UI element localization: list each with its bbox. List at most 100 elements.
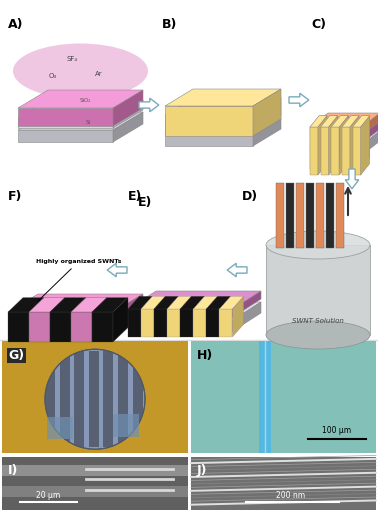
Polygon shape bbox=[206, 296, 217, 337]
Polygon shape bbox=[18, 90, 143, 108]
Polygon shape bbox=[92, 297, 128, 312]
Text: Ar: Ar bbox=[94, 71, 102, 77]
Polygon shape bbox=[128, 291, 261, 309]
Text: D): D) bbox=[242, 190, 258, 203]
Polygon shape bbox=[92, 312, 113, 342]
Polygon shape bbox=[321, 116, 338, 127]
Polygon shape bbox=[350, 116, 359, 175]
Polygon shape bbox=[361, 116, 370, 175]
Polygon shape bbox=[18, 112, 143, 130]
Polygon shape bbox=[306, 183, 314, 248]
Text: Highly organized SWNTs: Highly organized SWNTs bbox=[36, 259, 121, 301]
Text: O₃: O₃ bbox=[48, 73, 57, 79]
Polygon shape bbox=[206, 296, 231, 309]
Polygon shape bbox=[227, 263, 247, 277]
Polygon shape bbox=[310, 116, 327, 127]
Polygon shape bbox=[232, 296, 243, 337]
Polygon shape bbox=[107, 263, 127, 277]
Polygon shape bbox=[316, 183, 324, 248]
Polygon shape bbox=[8, 294, 143, 312]
Polygon shape bbox=[47, 417, 73, 439]
Polygon shape bbox=[219, 296, 243, 309]
Polygon shape bbox=[219, 296, 231, 337]
Polygon shape bbox=[180, 296, 204, 309]
Polygon shape bbox=[321, 116, 338, 127]
Polygon shape bbox=[128, 296, 152, 309]
Polygon shape bbox=[128, 320, 233, 331]
Polygon shape bbox=[362, 113, 378, 135]
Polygon shape bbox=[8, 312, 29, 342]
Polygon shape bbox=[353, 127, 361, 175]
Polygon shape bbox=[141, 296, 152, 337]
Polygon shape bbox=[180, 296, 191, 337]
Text: H): H) bbox=[197, 349, 213, 362]
Polygon shape bbox=[310, 127, 318, 175]
Polygon shape bbox=[2, 457, 188, 465]
Polygon shape bbox=[113, 294, 143, 320]
Polygon shape bbox=[18, 100, 143, 118]
Polygon shape bbox=[342, 116, 359, 127]
Text: C): C) bbox=[311, 18, 326, 31]
Polygon shape bbox=[8, 297, 44, 312]
Polygon shape bbox=[332, 127, 339, 175]
Polygon shape bbox=[332, 116, 349, 127]
Polygon shape bbox=[165, 98, 281, 115]
Polygon shape bbox=[253, 89, 281, 136]
Polygon shape bbox=[29, 297, 65, 312]
Polygon shape bbox=[113, 90, 143, 126]
Polygon shape bbox=[289, 93, 309, 106]
Polygon shape bbox=[276, 183, 284, 248]
Polygon shape bbox=[2, 341, 188, 453]
Polygon shape bbox=[310, 127, 318, 169]
Ellipse shape bbox=[13, 44, 148, 98]
Polygon shape bbox=[361, 116, 370, 169]
Polygon shape bbox=[45, 351, 55, 447]
Text: SF₄: SF₄ bbox=[67, 56, 78, 62]
Polygon shape bbox=[29, 312, 50, 342]
Polygon shape bbox=[8, 305, 143, 323]
Polygon shape bbox=[332, 116, 349, 127]
Polygon shape bbox=[113, 414, 139, 437]
Polygon shape bbox=[74, 351, 84, 447]
Polygon shape bbox=[318, 116, 327, 169]
Polygon shape bbox=[193, 296, 217, 309]
Text: A): A) bbox=[8, 18, 23, 31]
Text: SiO₂: SiO₂ bbox=[80, 97, 91, 102]
Polygon shape bbox=[328, 116, 338, 175]
Polygon shape bbox=[2, 457, 188, 510]
Polygon shape bbox=[353, 127, 361, 169]
Polygon shape bbox=[219, 309, 232, 337]
Text: 20 μm: 20 μm bbox=[36, 491, 60, 500]
Polygon shape bbox=[71, 297, 107, 312]
Polygon shape bbox=[328, 116, 338, 169]
Polygon shape bbox=[50, 297, 86, 312]
Polygon shape bbox=[336, 183, 344, 248]
Text: G): G) bbox=[8, 349, 24, 362]
Polygon shape bbox=[113, 100, 143, 128]
Circle shape bbox=[45, 349, 145, 449]
Polygon shape bbox=[339, 116, 349, 175]
Polygon shape bbox=[8, 312, 113, 320]
Polygon shape bbox=[286, 183, 294, 248]
Polygon shape bbox=[167, 296, 191, 309]
Polygon shape bbox=[350, 116, 359, 169]
Polygon shape bbox=[345, 169, 359, 189]
Polygon shape bbox=[310, 135, 362, 143]
Polygon shape bbox=[154, 296, 165, 337]
Polygon shape bbox=[266, 245, 370, 335]
Polygon shape bbox=[342, 116, 359, 127]
Polygon shape bbox=[2, 476, 188, 486]
Polygon shape bbox=[50, 297, 65, 342]
Polygon shape bbox=[8, 323, 113, 334]
Text: 200 nm: 200 nm bbox=[276, 491, 305, 500]
Polygon shape bbox=[29, 297, 44, 342]
Polygon shape bbox=[362, 121, 378, 143]
Polygon shape bbox=[118, 351, 128, 447]
Polygon shape bbox=[310, 127, 362, 135]
Polygon shape bbox=[71, 297, 86, 342]
Polygon shape bbox=[321, 127, 328, 169]
Polygon shape bbox=[165, 89, 281, 106]
Polygon shape bbox=[50, 312, 71, 342]
Polygon shape bbox=[104, 351, 113, 447]
Ellipse shape bbox=[266, 321, 370, 349]
